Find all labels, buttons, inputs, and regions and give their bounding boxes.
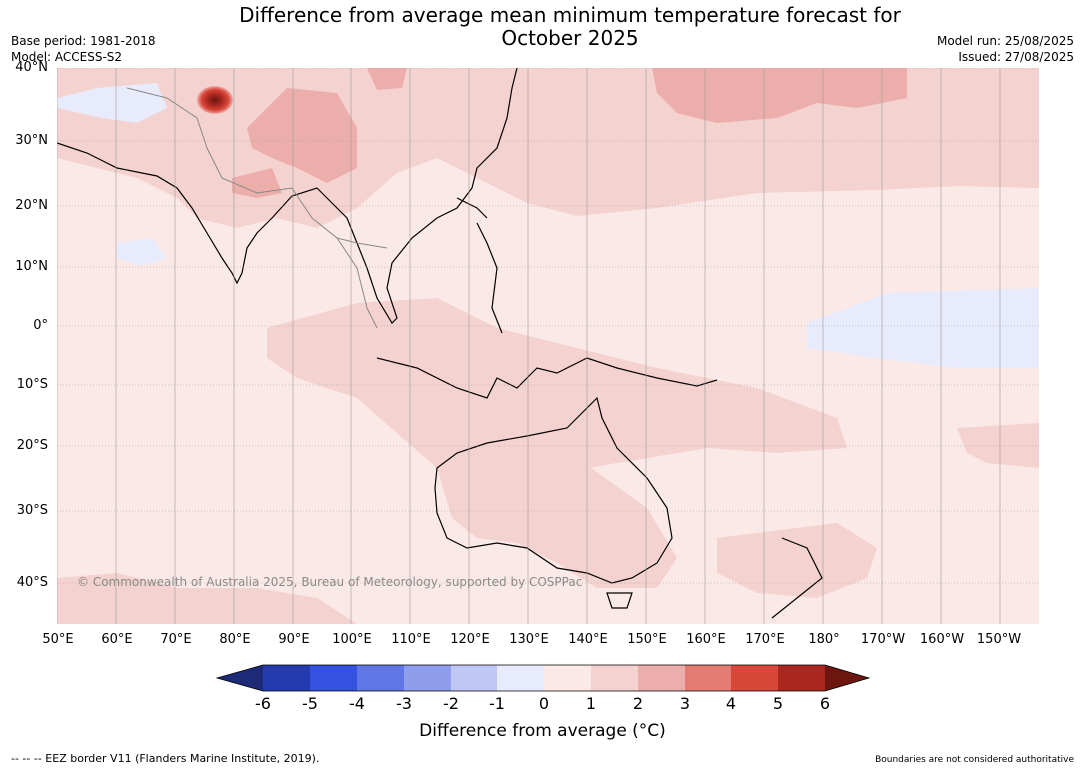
colorbar-high-extend: [825, 665, 869, 691]
lon-label-90e: 90°E: [278, 632, 310, 647]
model-name: Model: ACCESS-S2: [11, 50, 123, 64]
colorbar-tick: -3: [396, 694, 412, 713]
colorbar-cell: [497, 665, 544, 691]
anomaly-bengal: [232, 168, 282, 198]
anomaly-hotspot: [197, 86, 233, 114]
title-line-1: Difference from average mean minimum tem…: [239, 3, 901, 27]
country-borders: [126, 87, 388, 329]
map-svg: © Commonwealth of Australia 2025, Bureau…: [56, 67, 1039, 624]
anomaly-tasman: [717, 523, 877, 598]
coastlines: [56, 67, 823, 619]
lon-label-180: 180°: [808, 632, 840, 647]
lat-label-40s: 40°S: [16, 575, 48, 590]
forecast-map: © Commonwealth of Australia 2025, Bureau…: [56, 67, 1039, 624]
colorbar-tick: -2: [443, 694, 459, 713]
lon-label-150e: 150°E: [627, 632, 667, 647]
model-run: Model run: 25/08/2025: [936, 34, 1074, 48]
colorbar-tick: -4: [349, 694, 365, 713]
colorbar-label: Difference from average (°C): [419, 721, 666, 741]
colorbar-cell: [310, 665, 357, 691]
lon-label-170e: 170°E: [745, 632, 785, 647]
anomaly-tibet: [247, 88, 357, 183]
colorbar-tick: 3: [679, 694, 691, 713]
anomaly-north-pacific: [652, 68, 907, 123]
lon-label-60e: 60°E: [101, 632, 133, 647]
colorbar-cell: [357, 665, 404, 691]
colorbar-cell: [778, 665, 825, 691]
anomaly-cool-pacific: [807, 288, 1039, 368]
colorbar-tick: 2: [632, 694, 644, 713]
colorbar-tick: 4: [725, 694, 737, 713]
anomaly-south-pacific: [957, 423, 1039, 468]
lon-label-50e: 50°E: [42, 632, 74, 647]
colorbar-tick: 0: [538, 694, 550, 713]
copyright-notice: © Commonwealth of Australia 2025, Bureau…: [77, 575, 582, 589]
lat-label-20s: 20°S: [16, 438, 48, 453]
lon-label-70e: 70°E: [160, 632, 192, 647]
colorbar-cell: [263, 665, 310, 691]
lon-label-150w: 150°W: [976, 632, 1022, 647]
colorbar-cell: [404, 665, 451, 691]
colorbar-tick: -1: [489, 694, 505, 713]
meta-right: Model run: 25/08/2025 Issued: 27/08/2025: [937, 33, 1074, 65]
lon-label-170w: 170°W: [860, 632, 906, 647]
base-period: Base period: 1981-2018: [11, 34, 156, 48]
colorbar-cell: [685, 665, 731, 691]
lon-label-160e: 160°E: [686, 632, 726, 647]
colorbar-cell: [731, 665, 778, 691]
lon-label-130e: 130°E: [509, 632, 549, 647]
anomaly-cool-arabian: [117, 238, 167, 266]
meta-left: Base period: 1981-2018 Model: ACCESS-S2: [11, 33, 156, 65]
lat-label-10s: 10°S: [16, 377, 48, 392]
title-line-2: October 2025: [501, 26, 639, 50]
lon-label-80e: 80°E: [219, 632, 251, 647]
colorbar-outline: [215, 664, 871, 692]
issued-date: Issued: 27/08/2025: [958, 50, 1074, 64]
colorbar-tick: -5: [302, 694, 318, 713]
lon-label-100e: 100°E: [332, 632, 372, 647]
chart-title: Difference from average mean minimum tem…: [180, 4, 960, 50]
eez-note: -- -- -- EEZ border V11 (Flanders Marine…: [11, 752, 320, 765]
colorbar-tick: 5: [772, 694, 784, 713]
lat-label-40n: 40°N: [15, 60, 48, 75]
colorbar-cell: [638, 665, 685, 691]
lat-label-10n: 10°N: [15, 259, 48, 274]
colorbar-cell: [451, 665, 497, 691]
colorbar: [215, 664, 871, 692]
anomaly-north-small: [367, 68, 407, 90]
lat-label-0: 0°: [33, 318, 48, 333]
graticule-lon: [56, 68, 1001, 624]
anomaly-maritime: [267, 298, 847, 488]
lat-label-20n: 20°N: [15, 198, 48, 213]
lat-label-30s: 30°S: [16, 503, 48, 518]
lon-label-160w: 160°W: [919, 632, 965, 647]
lon-label-140e: 140°E: [568, 632, 608, 647]
colorbar-tick: 1: [585, 694, 597, 713]
anomaly-australia: [437, 458, 677, 588]
lat-label-30n: 30°N: [15, 133, 48, 148]
colorbar-low-extend: [217, 665, 263, 691]
colorbar-cell: [591, 665, 638, 691]
anomaly-south-indian: [57, 573, 357, 624]
anomaly-cool-nw: [57, 83, 167, 123]
lon-label-120e: 120°E: [450, 632, 490, 647]
colorbar-tick: 6: [819, 694, 831, 713]
colorbar-cell: [544, 665, 591, 691]
colorbar-tick: -6: [255, 694, 271, 713]
boundaries-note: Boundaries are not considered authoritat…: [875, 755, 1074, 765]
lon-label-110e: 110°E: [391, 632, 431, 647]
